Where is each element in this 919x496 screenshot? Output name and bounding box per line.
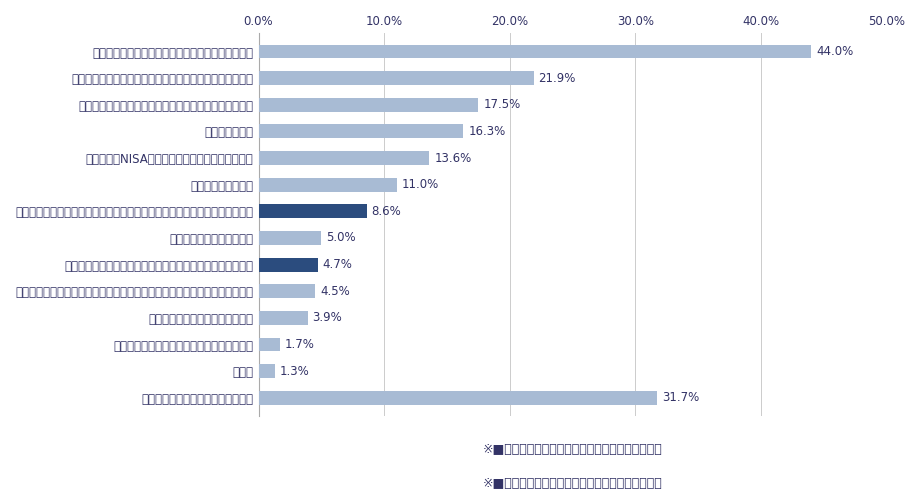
Bar: [258, 151, 429, 165]
Text: 17.5%: 17.5%: [482, 98, 520, 111]
Bar: [258, 391, 656, 405]
Text: 44.0%: 44.0%: [815, 45, 853, 58]
Bar: [258, 364, 275, 378]
Text: 1.7%: 1.7%: [285, 338, 314, 351]
Text: 13.6%: 13.6%: [434, 152, 471, 165]
Text: 31.7%: 31.7%: [661, 391, 698, 404]
Text: 16.3%: 16.3%: [468, 125, 505, 138]
Bar: [258, 231, 321, 245]
Bar: [258, 338, 279, 352]
Text: 1.3%: 1.3%: [279, 365, 310, 377]
Text: 8.6%: 8.6%: [371, 205, 401, 218]
Bar: [258, 45, 811, 59]
Text: 4.5%: 4.5%: [320, 285, 349, 298]
Text: ※■の項目がパーソナル化された情報・案内の対象: ※■の項目がパーソナル化された情報・案内の対象: [482, 443, 662, 456]
Bar: [258, 311, 307, 325]
Bar: [258, 204, 366, 218]
Bar: [258, 258, 317, 271]
Text: 3.9%: 3.9%: [312, 311, 342, 324]
Bar: [258, 284, 314, 298]
Text: 4.7%: 4.7%: [323, 258, 352, 271]
Bar: [258, 178, 396, 191]
Text: 11.0%: 11.0%: [402, 178, 438, 191]
Bar: [258, 71, 533, 85]
Bar: [258, 124, 463, 138]
Bar: [258, 98, 478, 112]
Text: ※■の項目がパーソナル化された情報・案内の対象: ※■の項目がパーソナル化された情報・案内の対象: [482, 477, 662, 490]
Text: 5.0%: 5.0%: [326, 232, 356, 245]
Text: 21.9%: 21.9%: [538, 71, 575, 85]
